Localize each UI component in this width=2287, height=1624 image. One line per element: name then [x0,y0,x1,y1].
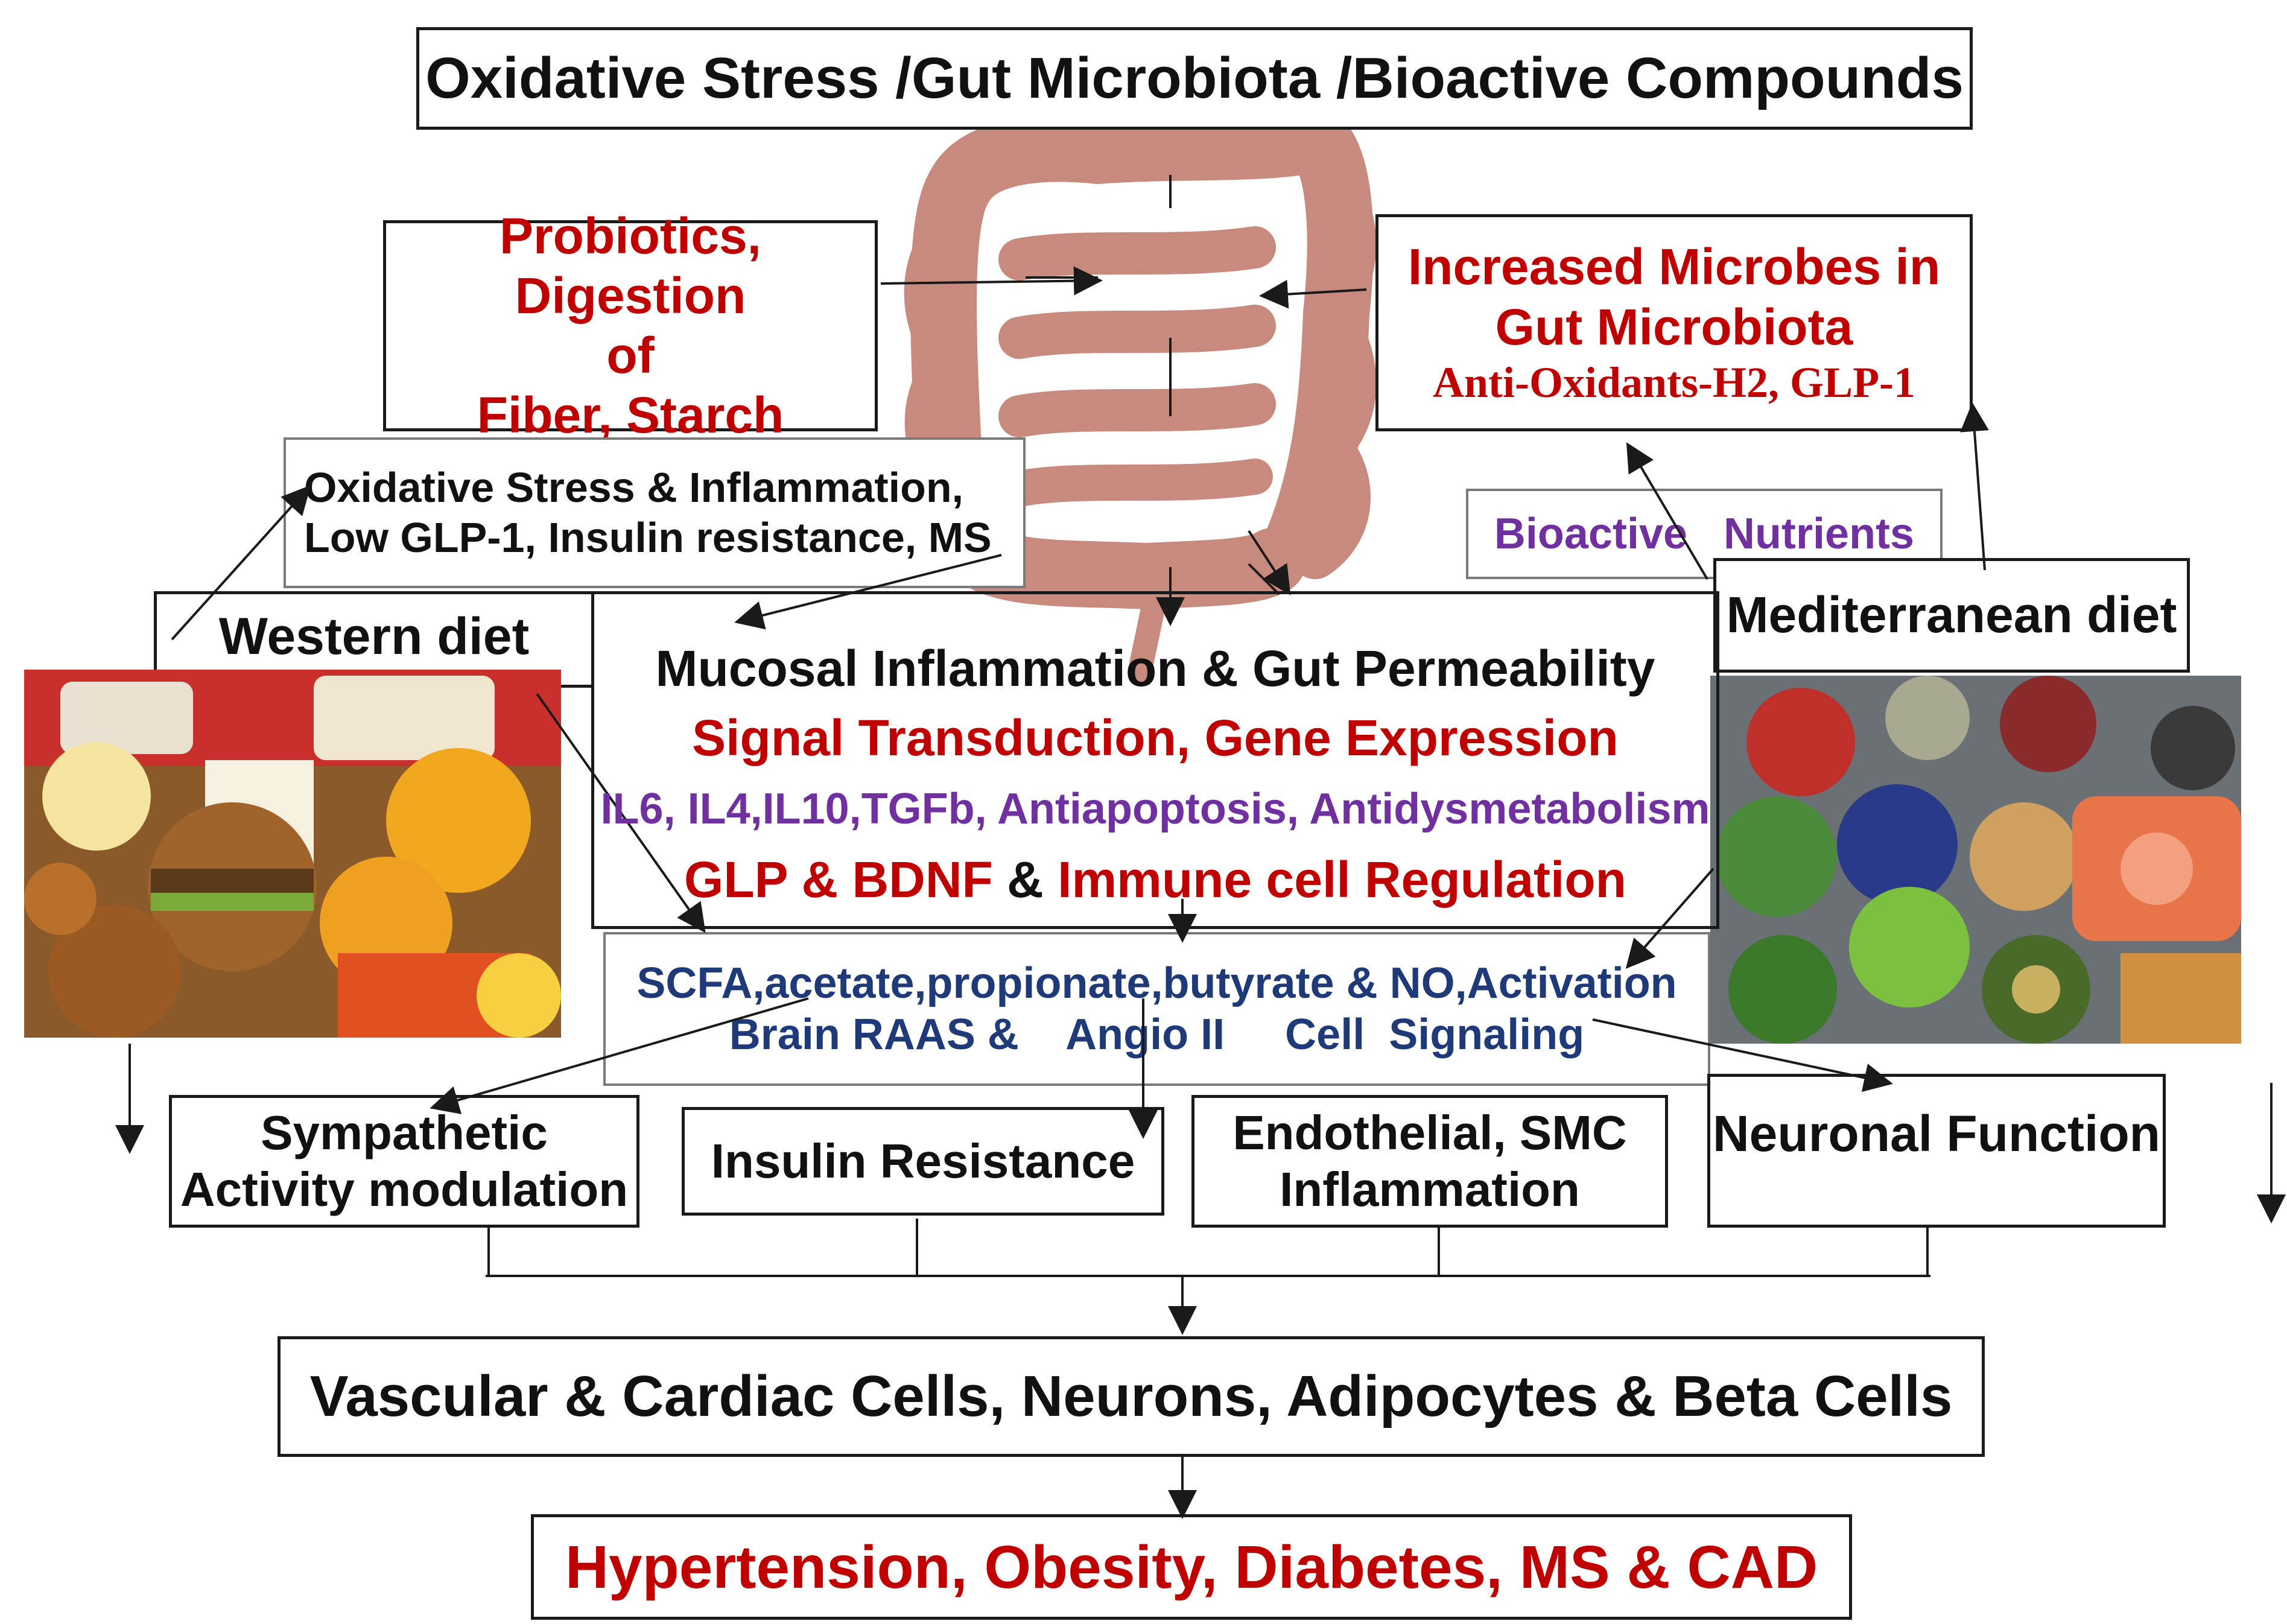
oxidative-line1: Oxidative Stress & Inflammation, [304,464,964,512]
center-line3: IL6, IL4,IL10,TGFb, Antiapoptosis, Antid… [600,785,1710,833]
title: Oxidative Stress /Gut Microbiota /Bioact… [425,46,1964,111]
endothelial-line2: Inflammation [1280,1162,1580,1216]
microbes-line1: Increased Microbes in [1407,238,1941,296]
scfa-box: SCFA,acetate,propionate,butyrate & NO,Ac… [603,932,1710,1086]
mediterranean-diet-box: Mediterranean diet [1713,558,2190,673]
sympathetic-box: Sympathetic Activity modulation [169,1095,639,1228]
sympathetic-line1: Sympathetic [261,1105,548,1159]
outcome-box: Hypertension, Obesity, Diabetes, MS & CA… [531,1514,1852,1620]
microbes-line3: Anti-Oxidants-H2, GLP-1 [1432,358,1916,407]
insulin-resistance-box: Insulin Resistance [682,1107,1164,1216]
probiotics-line2: of [606,327,655,384]
neuronal-function-box: Neuronal Function [1707,1074,2166,1228]
scfa-line1: SCFA,acetate,propionate,butyrate & NO,Ac… [636,959,1677,1007]
target-cells-label: Vascular & Cardiac Cells, Neurons, Adipo… [309,1364,1953,1429]
probiotics-line1: Probiotics, Digestion [499,207,762,324]
mediterranean-diet-photo [1710,676,2241,1044]
insulin-resistance-label: Insulin Resistance [711,1134,1135,1188]
probiotics-line3: Fiber, Starch [477,387,784,444]
endothelial-box: Endothelial, SMC Inflammation [1191,1095,1668,1228]
increased-microbes-box: Increased Microbes in Gut Microbiota Ant… [1375,214,1973,431]
bioactive-nutrients: Bioactive Nutrients [1494,509,1915,558]
western-diet-label: Western diet [218,607,530,665]
center-line1: Mucosal Inflammation & Gut Permeability [655,640,1655,697]
scfa-line2: Brain RAAS & Angio II Cell Signaling [729,1010,1585,1059]
sympathetic-line2: Activity modulation [180,1162,629,1216]
center-line2: Signal Transduction, Gene Expression [692,709,1619,766]
title-box: Oxidative Stress /Gut Microbiota /Bioact… [416,27,1973,130]
ampersand: & [992,851,1058,908]
target-cells-box: Vascular & Cardiac Cells, Neurons, Adipo… [278,1336,1985,1457]
mediterranean-diet-label: Mediterranean diet [1726,586,2177,644]
oxidative-line2: Low GLP-1, Insulin resistance, MS [304,514,992,561]
endothelial-line1: Endothelial, SMC [1232,1105,1627,1159]
glp-bdnf-label: GLP & BDNF [684,851,993,908]
center-line4: GLP & BDNF & Immune cell Regulation [591,851,1719,909]
immune-regulation-label: Immune cell Regulation [1058,851,1626,908]
microbes-line2: Gut Microbiota [1495,298,1853,355]
neuronal-function-label: Neuronal Function [1713,1105,2160,1162]
oxidative-stress-box: Oxidative Stress & Inflammation, Low GLP… [284,437,1026,588]
western-diet-photo [24,670,561,1038]
outcome-label: Hypertension, Obesity, Diabetes, MS & CA… [565,1533,1818,1601]
probiotics-box: Probiotics, Digestion of Fiber, Starch [383,208,878,443]
